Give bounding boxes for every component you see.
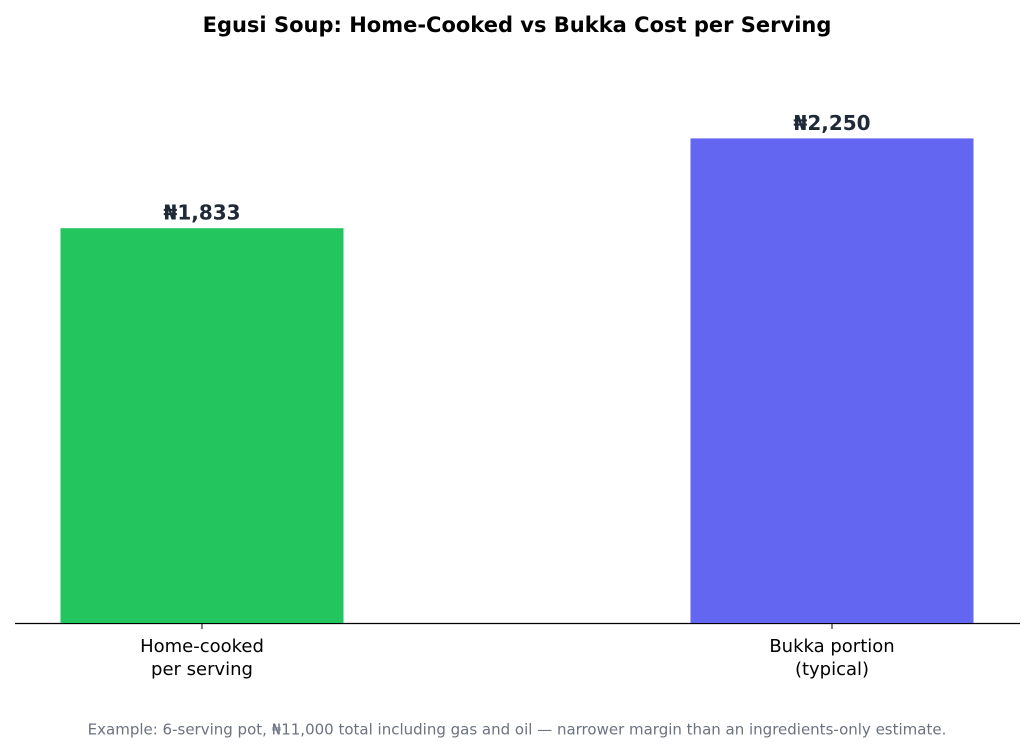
x-tick-label: Bukka portion (typical) — [769, 636, 894, 680]
x-tick-label: Home-cooked per serving — [140, 636, 264, 680]
bar — [690, 138, 974, 623]
value-label: ₦2,250 — [793, 111, 870, 135]
bar — [60, 228, 344, 623]
chart-title: Egusi Soup: Home-Cooked vs Bukka Cost pe… — [203, 13, 832, 37]
footnote: Example: 6-serving pot, ₦11,000 total in… — [88, 721, 947, 739]
value-label: ₦1,833 — [163, 201, 240, 225]
